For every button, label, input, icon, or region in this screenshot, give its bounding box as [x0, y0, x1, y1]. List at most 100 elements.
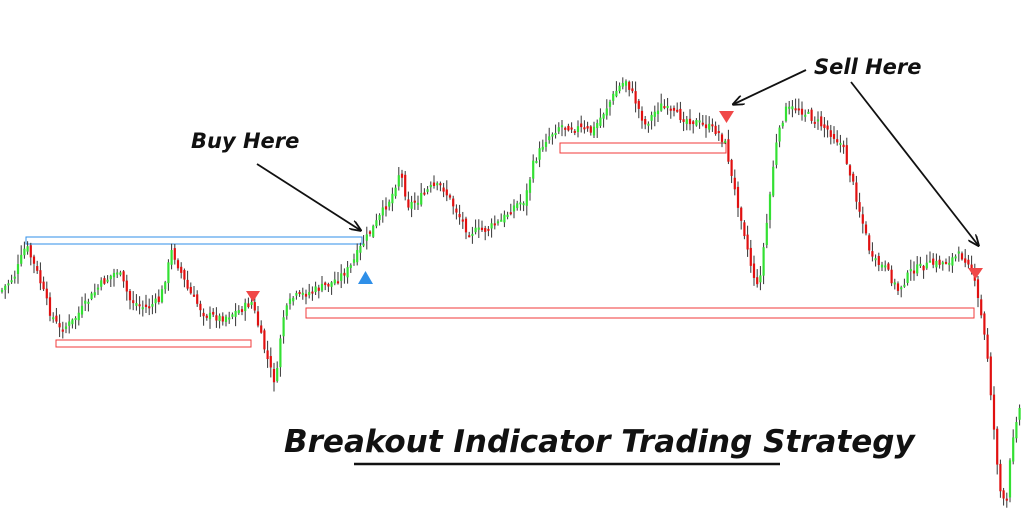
bear-candle: [580, 123, 583, 128]
bear-candle: [701, 122, 704, 125]
bull-candle: [535, 160, 538, 163]
bear-candle: [407, 199, 410, 208]
bull-candle: [768, 194, 772, 220]
bull-candle: [333, 279, 336, 284]
support-level-1: [55, 339, 252, 348]
bull-candle: [378, 215, 381, 221]
bear-candle: [682, 119, 685, 122]
bull-candle: [167, 262, 170, 284]
bull-candle: [788, 106, 791, 109]
bear-candle: [176, 260, 180, 269]
buy-here-label: Buy Here: [191, 129, 299, 153]
support-level-2: [559, 142, 727, 154]
bull-candle: [525, 190, 528, 206]
bull-candle: [375, 220, 378, 227]
bear-candle: [964, 258, 967, 263]
bear-candle: [148, 306, 151, 309]
bull-candle: [308, 291, 311, 296]
bear-candle: [938, 259, 941, 265]
bear-candle: [304, 293, 308, 297]
bear-candle: [823, 124, 826, 128]
bull-candle: [426, 189, 429, 192]
bull-candle: [74, 318, 77, 321]
bear-candle: [970, 264, 973, 271]
bear-candle: [749, 247, 752, 266]
bear-candle: [631, 88, 634, 92]
bear-candle: [714, 125, 717, 134]
bull-candle: [596, 122, 599, 129]
bear-candle: [637, 100, 640, 109]
sell-arrow-1: [734, 69, 807, 104]
bull-candle: [164, 282, 167, 290]
bull-candle: [7, 283, 10, 286]
bull-candle: [685, 119, 688, 124]
bull-candle: [330, 282, 333, 287]
bear-candle: [138, 304, 141, 307]
bull-candle: [420, 192, 423, 205]
bull-candle: [71, 319, 74, 325]
bear-candle: [464, 218, 468, 233]
bear-candle: [810, 109, 813, 121]
sell-arrow-2: [850, 81, 978, 245]
bear-candle: [452, 198, 455, 207]
bull-candle: [391, 193, 394, 204]
bull-candle: [532, 160, 535, 179]
bear-candle: [829, 130, 832, 137]
bull-candle: [791, 106, 794, 110]
bear-candle: [192, 294, 196, 297]
bull-candle: [519, 202, 522, 205]
bull-candle: [839, 142, 842, 145]
bull-candle: [218, 315, 221, 322]
bull-candle: [288, 298, 292, 304]
bear-candle: [864, 224, 868, 234]
bull-candle: [816, 119, 820, 122]
bear-candle: [263, 330, 266, 350]
bull-candle: [16, 264, 20, 274]
bear-candle: [484, 228, 487, 232]
bull-candle: [20, 254, 23, 264]
bull-candle: [528, 179, 532, 193]
bull-candle: [576, 126, 580, 132]
bear-candle: [55, 315, 58, 322]
bull-candle: [909, 269, 912, 272]
bull-candle: [874, 258, 877, 261]
bull-candle: [781, 122, 784, 127]
bull-candle: [500, 219, 503, 222]
bull-candle: [935, 260, 938, 268]
bear-candle: [196, 294, 199, 304]
bear-candle: [327, 283, 330, 287]
bull-candle: [512, 205, 516, 212]
bear-candle: [858, 202, 861, 212]
bear-candle: [480, 227, 484, 231]
bear-candle: [983, 313, 986, 335]
bear-candle: [180, 266, 183, 273]
bear-candle: [1005, 498, 1008, 501]
bull-candle: [349, 265, 352, 268]
bear-candle: [567, 125, 570, 131]
bear-candle: [199, 303, 202, 311]
bear-candle: [583, 127, 586, 130]
bear-candle: [634, 91, 637, 104]
bear-candle: [711, 124, 714, 127]
bull-candle: [96, 287, 100, 290]
bull-candle: [516, 203, 519, 208]
bear-candle: [992, 394, 996, 430]
sell-signal-marker: [968, 268, 983, 279]
bear-candle: [29, 245, 32, 258]
bear-candle: [266, 350, 269, 360]
bull-candle: [160, 289, 164, 303]
bear-candle: [61, 329, 64, 332]
bull-candle: [477, 227, 480, 230]
bull-candle: [621, 83, 624, 87]
bear-candle: [564, 127, 567, 130]
bear-candle: [746, 234, 749, 250]
signal-markers: [246, 111, 983, 302]
bull-candle: [919, 263, 922, 267]
bear-candle: [628, 81, 631, 90]
bear-candle: [756, 277, 759, 285]
bull-candle: [900, 287, 903, 290]
bull-candle: [93, 292, 96, 296]
bull-candle: [656, 110, 660, 115]
support-level-3: [305, 307, 975, 319]
bear-candle: [45, 288, 48, 299]
